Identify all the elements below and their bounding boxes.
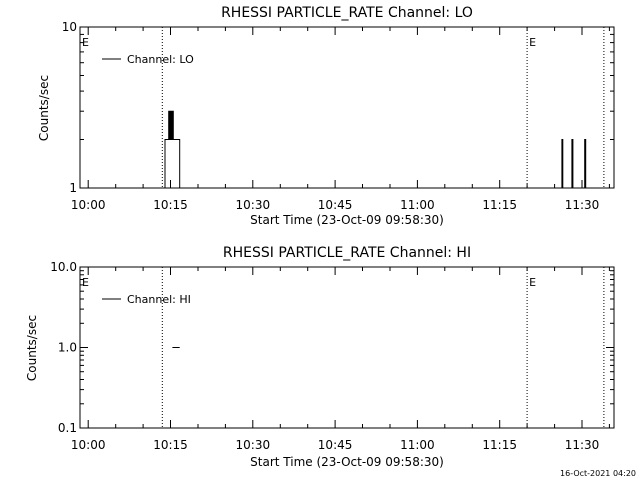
x-axis-label: Start Time (23-Oct-09 09:58:30) xyxy=(250,213,444,227)
series-line xyxy=(164,110,587,189)
x-tick-label: 10:15 xyxy=(153,438,188,452)
x-axis-label: Start Time (23-Oct-09 09:58:30) xyxy=(250,455,444,469)
event-marker: E xyxy=(529,276,536,289)
corner-marker: E xyxy=(82,276,89,289)
legend: Channel: HI xyxy=(102,293,191,306)
x-tick-label: 11:00 xyxy=(400,198,435,212)
x-tick-label: 10:15 xyxy=(153,198,188,212)
chart-panel-lo: RHESSI PARTICLE_RATE Channel: LO Counts/… xyxy=(37,5,615,227)
x-tick-label: 10:00 xyxy=(71,198,106,212)
corner-marker: E xyxy=(82,36,89,49)
legend-label: Channel: LO xyxy=(127,53,194,66)
footer-timestamp: 16-Oct-2021 04:20 xyxy=(560,469,636,478)
x-tick-label: 10:45 xyxy=(318,438,353,452)
x-tick-label: 10:30 xyxy=(236,438,271,452)
y-tick-label: 0.1 xyxy=(58,421,77,435)
x-tick-label: 11:15 xyxy=(482,438,517,452)
chart-panel-hi: RHESSI PARTICLE_RATE Channel: HI Counts/… xyxy=(25,245,615,469)
y-tick-label: 1 xyxy=(69,181,77,195)
y-tick-label: 1.0 xyxy=(58,341,77,355)
y-tick-label: 10.0 xyxy=(50,260,77,274)
x-tick-label: 11:15 xyxy=(482,198,517,212)
y-tick-label: 10 xyxy=(62,20,77,34)
chart-title: RHESSI PARTICLE_RATE Channel: HI xyxy=(223,245,471,261)
x-tick-label: 11:30 xyxy=(565,438,600,452)
y-axis-label: Counts/sec xyxy=(25,315,39,381)
x-tick-label: 11:00 xyxy=(400,438,435,452)
y-axis-label: Counts/sec xyxy=(37,75,51,141)
x-tick-label: 10:00 xyxy=(71,438,106,452)
legend: Channel: LO xyxy=(102,53,194,66)
event-marker: E xyxy=(529,36,536,49)
x-tick-label: 11:30 xyxy=(565,198,600,212)
legend-label: Channel: HI xyxy=(127,293,191,306)
x-tick-label: 10:30 xyxy=(236,198,271,212)
x-tick-label: 10:45 xyxy=(318,198,353,212)
chart-title: RHESSI PARTICLE_RATE Channel: LO xyxy=(221,5,473,21)
